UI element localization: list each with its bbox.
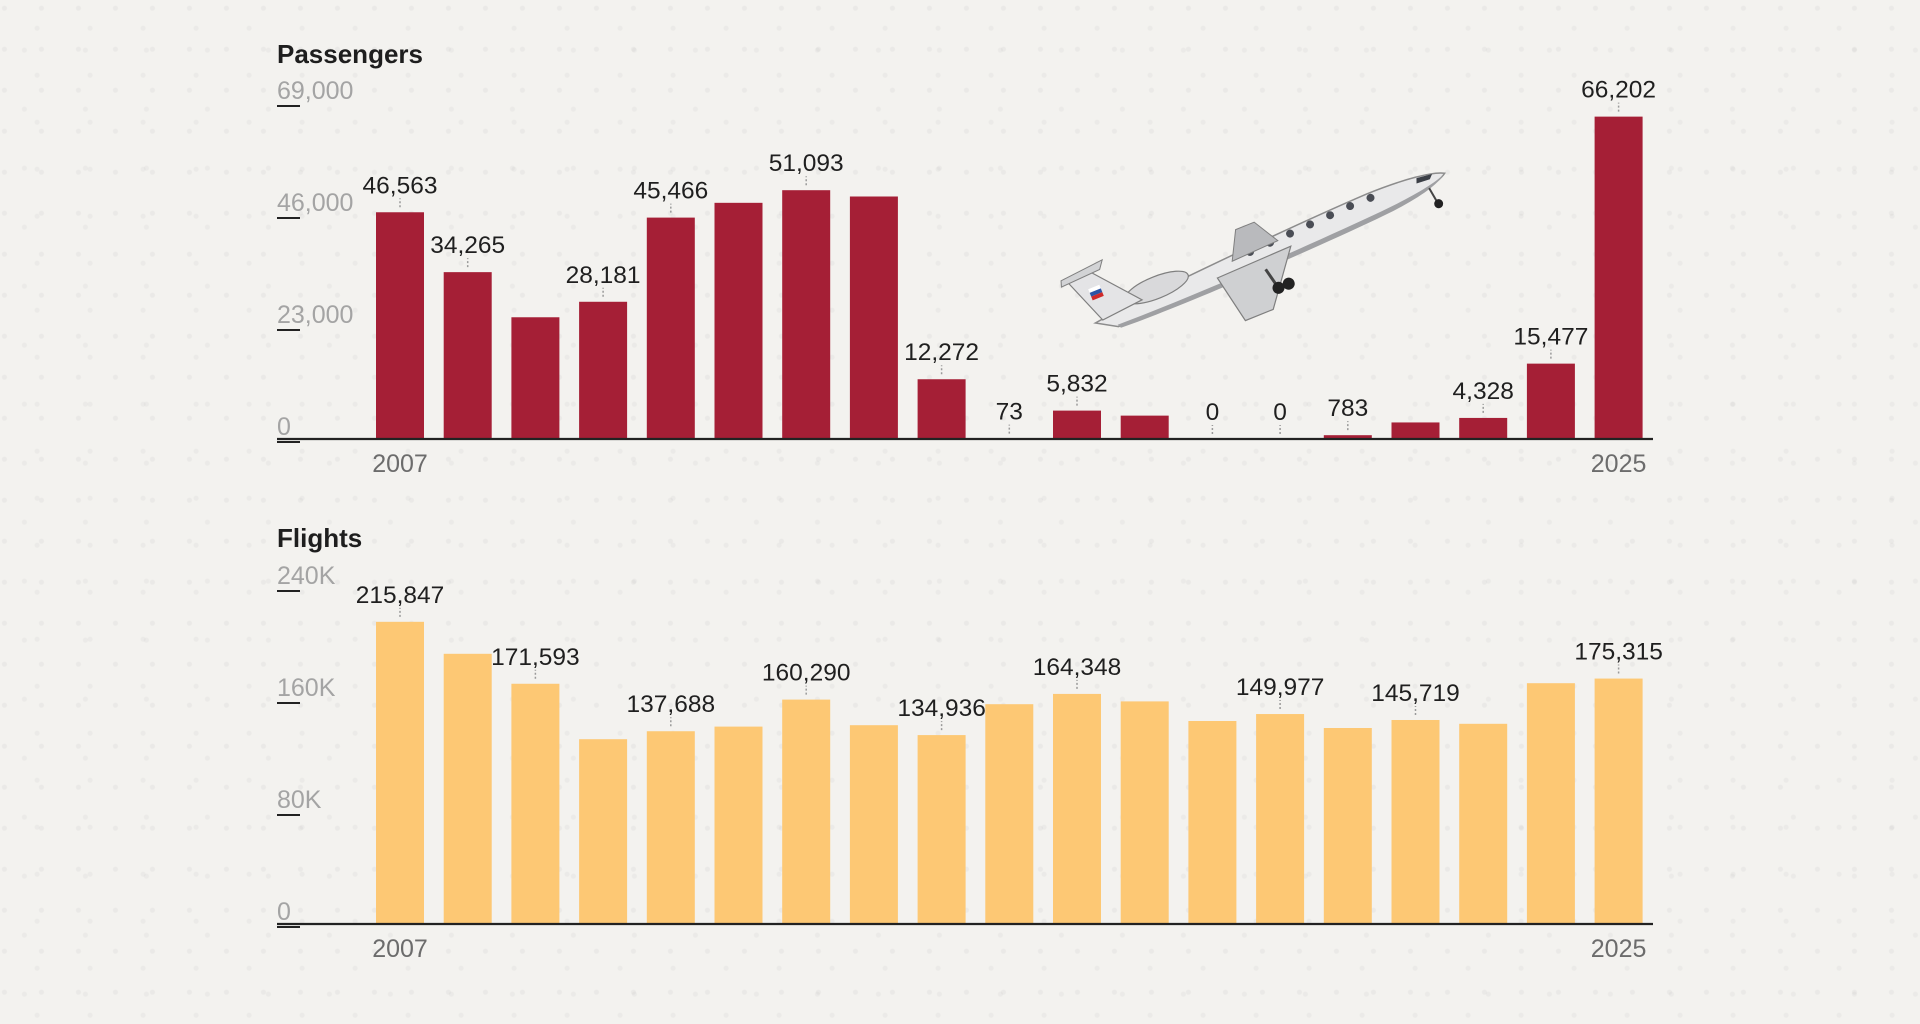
bar-2008 xyxy=(443,272,492,439)
data-label-2017: 164,348 xyxy=(1033,654,1122,681)
data-label-2020: 0 xyxy=(1273,399,1287,426)
x-axis-label-start: 2007 xyxy=(372,450,428,478)
passengers-chart: Passengers 69,000 46,000 23,000 0 46,563 34,2… xyxy=(0,30,1920,490)
bar-2007 xyxy=(376,212,424,439)
data-label-2021: 783 xyxy=(1327,395,1368,422)
bar-2013 xyxy=(782,190,831,439)
y-tick-label: 160K xyxy=(277,674,336,702)
passengers-plot-area: 69,000 46,000 23,000 0 46,563 34,265 28,181 45,… xyxy=(277,77,1656,478)
bar-2011 xyxy=(646,731,695,924)
x-axis-label-end: 2025 xyxy=(1591,935,1647,963)
flights-chart-title: Flights xyxy=(277,523,362,553)
bar-2018 xyxy=(1120,415,1169,439)
bar-2020 xyxy=(1256,714,1305,924)
bar-2012 xyxy=(714,202,763,439)
y-tick-label: 0 xyxy=(277,898,291,926)
data-label-2022: 145,719 xyxy=(1371,680,1460,707)
bar-2009 xyxy=(511,683,560,924)
bar-2022 xyxy=(1391,719,1440,924)
data-label-2013: 51,093 xyxy=(769,150,844,177)
data-label-2016: 73 xyxy=(996,399,1023,426)
y-tick-label: 23,000 xyxy=(277,301,353,329)
bar-2007 xyxy=(376,621,424,924)
bar-2015 xyxy=(917,379,966,439)
passengers-chart-title: Passengers xyxy=(277,39,423,69)
airplane-icon xyxy=(1060,172,1446,328)
bar-2019 xyxy=(1188,721,1237,924)
data-label-2008: 34,265 xyxy=(430,232,505,259)
data-label-2019: 0 xyxy=(1206,399,1220,426)
data-label-2025: 175,315 xyxy=(1574,639,1663,666)
data-label-2011: 45,466 xyxy=(633,178,708,205)
y-tick-label: 46,000 xyxy=(277,189,353,217)
passengers-chart-svg: Passengers 69,000 46,000 23,000 0 46,563 34,2… xyxy=(277,39,1656,478)
bar-2009 xyxy=(511,317,560,439)
data-label-2020: 149,977 xyxy=(1236,674,1325,701)
data-label-2010: 28,181 xyxy=(566,262,641,289)
x-axis-label-end: 2025 xyxy=(1591,450,1647,478)
bar-2010 xyxy=(579,739,628,924)
data-label-2023: 4,328 xyxy=(1453,378,1514,405)
bar-2014 xyxy=(849,725,898,924)
data-label-2025: 66,202 xyxy=(1581,77,1656,104)
data-label-2009: 171,593 xyxy=(491,644,580,671)
bar-2013 xyxy=(782,699,831,924)
bar-2023 xyxy=(1459,723,1508,924)
y-tick-label: 69,000 xyxy=(277,77,353,105)
bar-2014 xyxy=(849,196,898,439)
bar-2010 xyxy=(579,301,628,439)
bar-2022 xyxy=(1391,422,1440,439)
flights-plot-area: 240K 160K 80K 0 215,847 171,593 137,688 160,290… xyxy=(277,562,1663,963)
data-label-2015: 12,272 xyxy=(904,339,979,366)
data-label-2007: 46,563 xyxy=(363,172,438,199)
bar-2012 xyxy=(714,726,763,924)
bar-2011 xyxy=(646,217,695,439)
data-label-2017: 5,832 xyxy=(1046,371,1107,398)
bar-2017 xyxy=(1053,410,1101,439)
data-label-2015: 134,936 xyxy=(897,695,986,722)
flights-chart-svg: Flights 240K 160K 80K 0 215,847 171,593 137,68… xyxy=(277,523,1663,963)
bar-2017 xyxy=(1053,693,1101,924)
bar-2025 xyxy=(1594,678,1643,924)
bar-2021 xyxy=(1323,728,1372,924)
data-label-2007: 215,847 xyxy=(356,582,445,609)
bar-2023 xyxy=(1459,417,1508,439)
data-label-2024: 15,477 xyxy=(1513,324,1588,351)
bar-2021 xyxy=(1323,435,1372,439)
bar-2024 xyxy=(1526,363,1575,439)
bar-2016 xyxy=(985,704,1034,924)
bar-2025 xyxy=(1594,116,1643,439)
data-label-2011: 137,688 xyxy=(627,691,716,718)
y-tick-label: 80K xyxy=(277,786,322,814)
x-axis-label-start: 2007 xyxy=(372,935,428,963)
data-label-2013: 160,290 xyxy=(762,660,851,687)
bar-2015 xyxy=(917,735,966,924)
bar-2024 xyxy=(1526,683,1575,924)
bar-2018 xyxy=(1120,701,1169,924)
y-tick-label: 240K xyxy=(277,562,336,590)
flights-chart: Flights 240K 160K 80K 0 215,847 171,593 137,68… xyxy=(0,515,1920,980)
bar-2008 xyxy=(443,653,492,924)
y-tick-label: 0 xyxy=(277,413,291,441)
